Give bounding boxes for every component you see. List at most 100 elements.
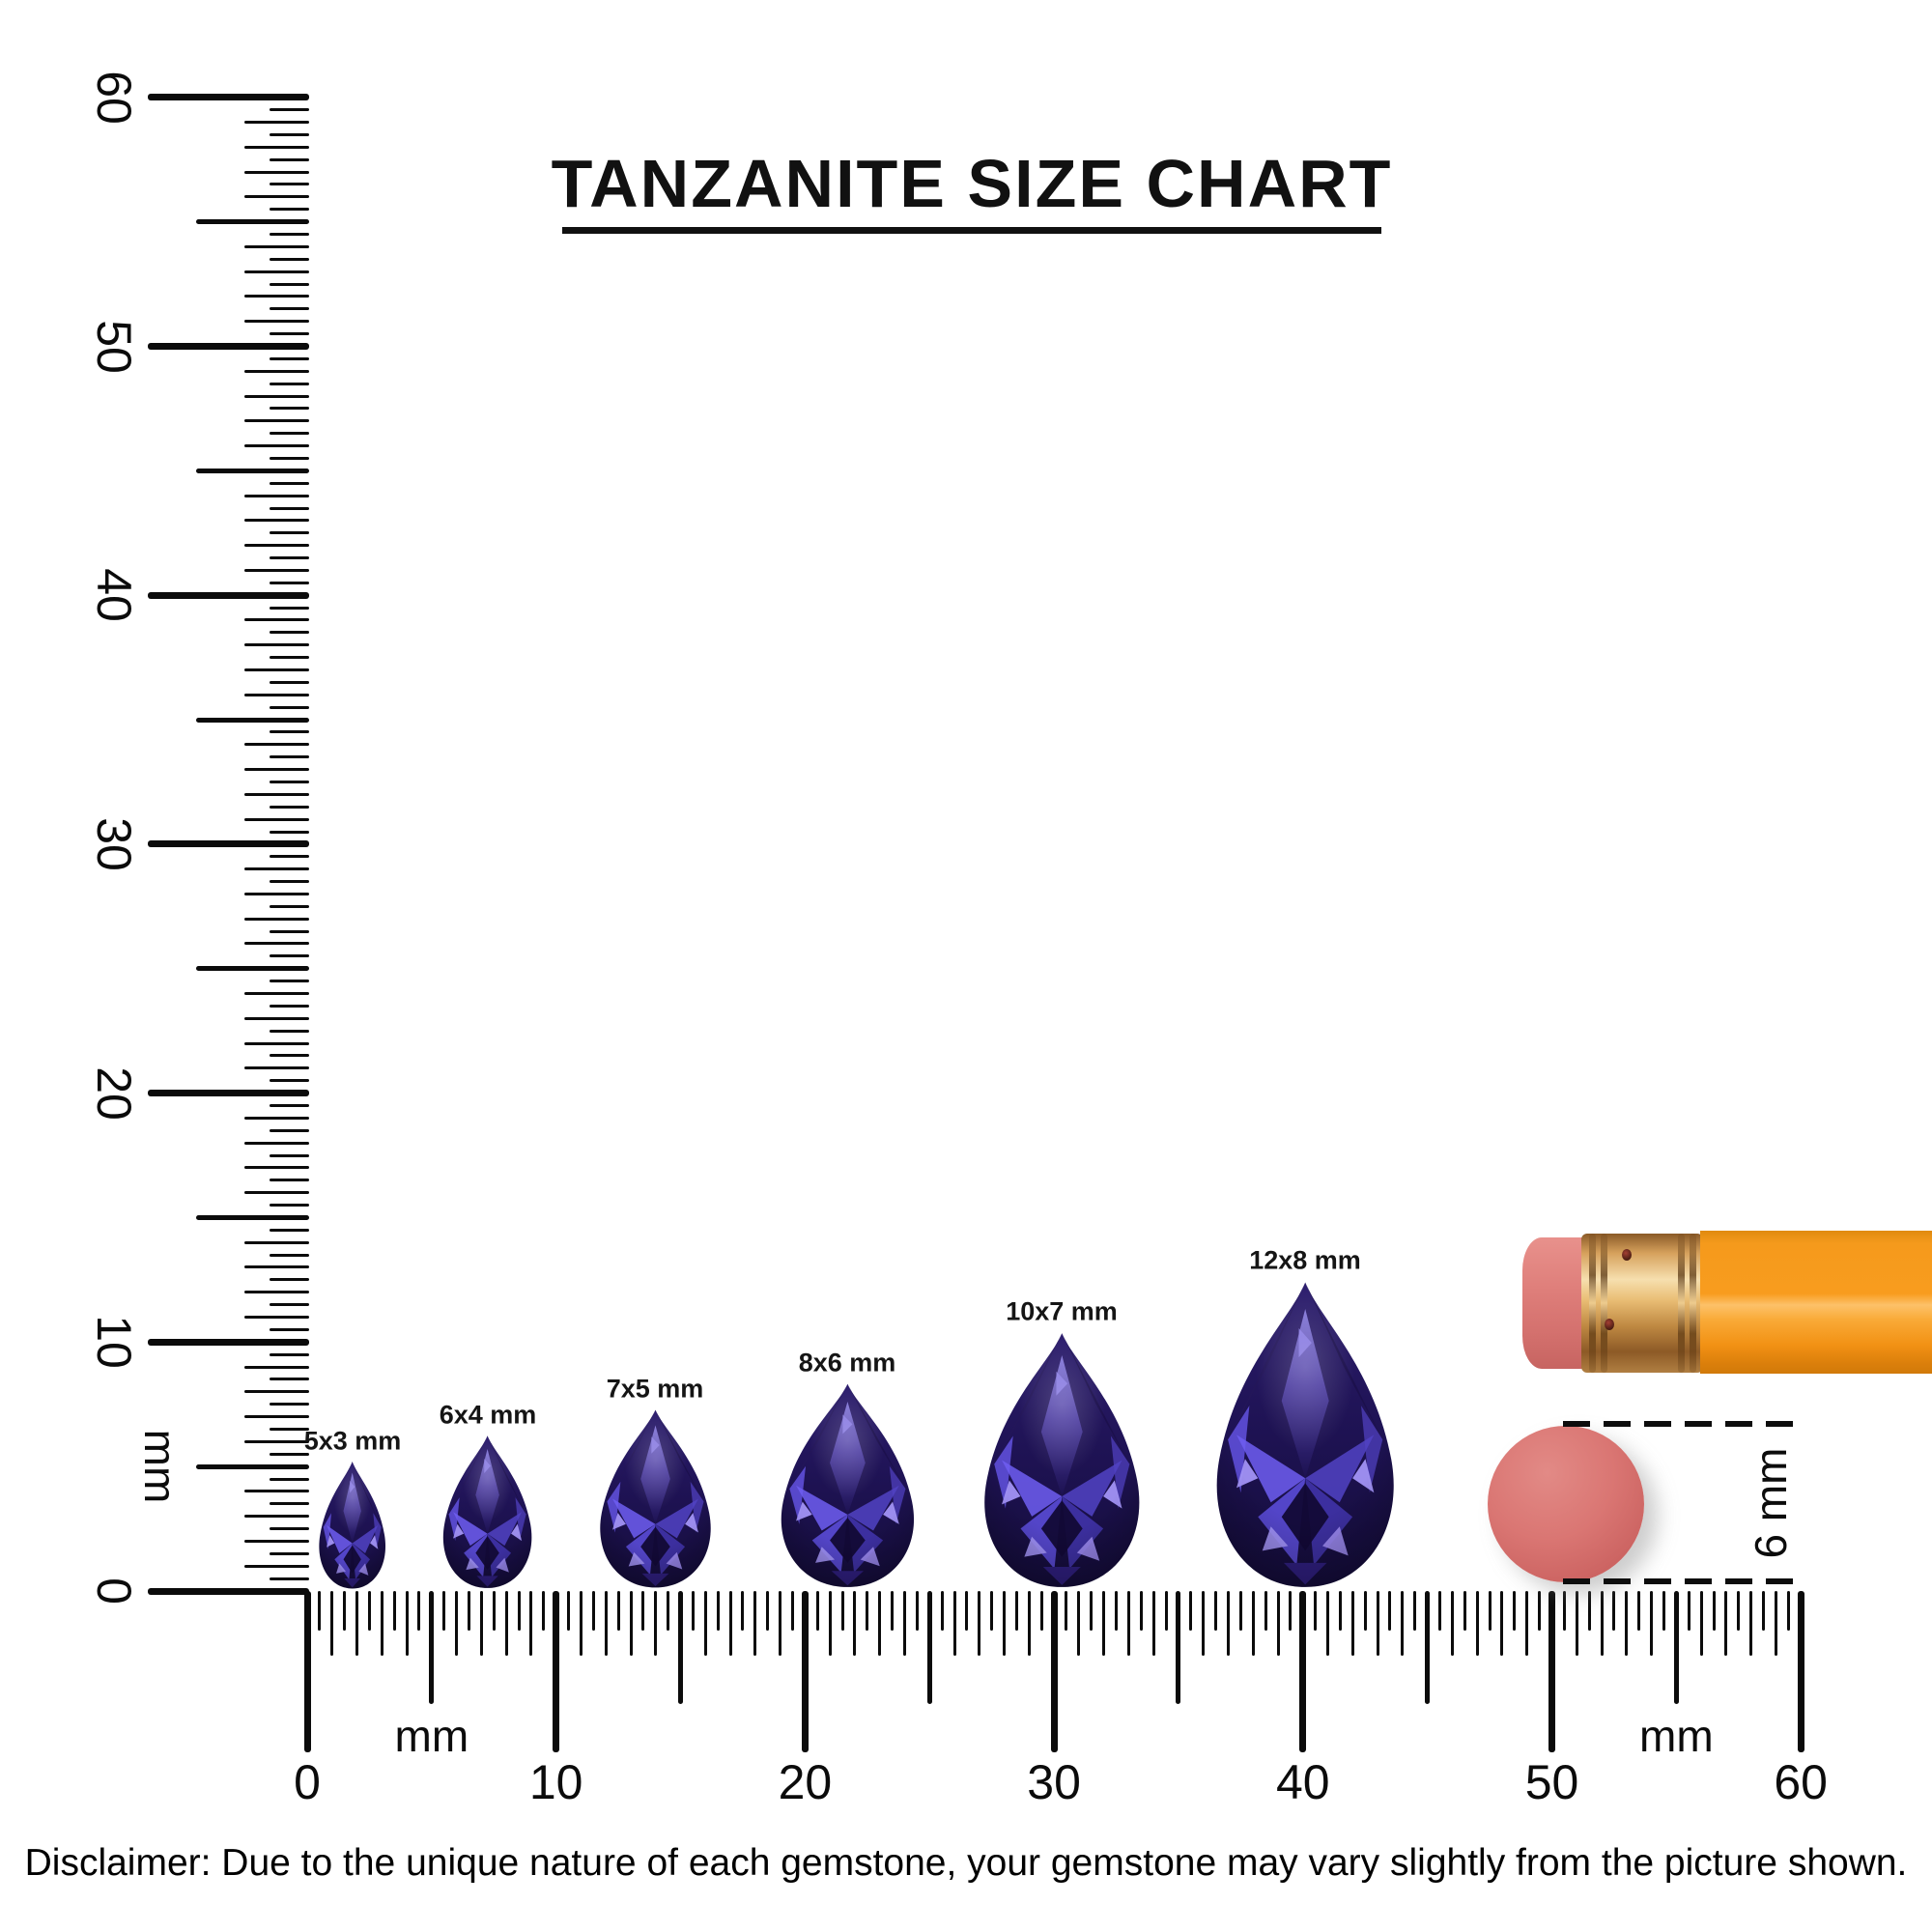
- h-ruler-tick: [1376, 1591, 1379, 1656]
- v-ruler-tick: [270, 432, 309, 436]
- v-ruler-number: 10: [87, 1315, 141, 1370]
- h-ruler-tick: [1264, 1591, 1267, 1631]
- h-ruler-tick: [1786, 1591, 1790, 1631]
- h-ruler-tick: [1413, 1591, 1417, 1631]
- v-ruler-tick: [270, 1128, 309, 1132]
- v-ruler-tick: [196, 717, 309, 723]
- v-ruler-tick: [270, 855, 309, 859]
- gem-size-label: 10x7 mm: [1006, 1296, 1118, 1326]
- h-ruler-tick: [318, 1591, 322, 1631]
- v-ruler-tick: [270, 233, 309, 237]
- h-ruler-tick: [990, 1591, 994, 1631]
- h-ruler-tick: [1724, 1591, 1728, 1656]
- h-ruler-tick: [1164, 1591, 1168, 1631]
- h-ruler-tick: [1115, 1591, 1119, 1631]
- v-ruler-tick: [148, 1338, 309, 1346]
- h-ruler-tick: [405, 1591, 409, 1656]
- v-ruler-tick: [244, 867, 309, 871]
- h-ruler-tick: [1425, 1591, 1431, 1704]
- eraser-diameter-label: 6 mm: [1746, 1447, 1796, 1559]
- h-ruler-tick: [926, 1591, 932, 1704]
- h-ruler-number: 30: [1027, 1755, 1081, 1809]
- tanzanite-gem-illustration: [781, 1384, 914, 1588]
- h-ruler-tick: [1525, 1591, 1529, 1656]
- v-ruler-tick: [270, 680, 309, 684]
- v-ruler-tick: [270, 1153, 309, 1157]
- gem-size-label: 7x5 mm: [606, 1374, 704, 1404]
- v-ruler-tick: [196, 468, 309, 473]
- v-ruler-tick: [244, 244, 309, 248]
- h-ruler-tick: [417, 1591, 421, 1631]
- v-ruler-tick: [270, 1327, 309, 1331]
- v-ruler-number: 40: [87, 568, 141, 622]
- v-ruler-tick: [270, 880, 309, 884]
- h-ruler-tick: [703, 1591, 707, 1656]
- h-ruler-tick: [567, 1591, 571, 1631]
- v-ruler-tick: [270, 1403, 309, 1406]
- h-ruler-tick: [1050, 1591, 1058, 1752]
- ferrule-ridge: [1678, 1234, 1685, 1373]
- v-ruler-tick: [270, 1054, 309, 1058]
- v-ruler-number: 30: [87, 817, 141, 871]
- h-ruler-tick: [380, 1591, 384, 1656]
- h-ruler-tick: [1538, 1591, 1542, 1631]
- h-ruler-tick: [654, 1591, 658, 1656]
- h-ruler-tick: [1687, 1591, 1690, 1631]
- v-ruler-tick: [270, 581, 309, 584]
- h-ruler-tick: [1600, 1591, 1604, 1656]
- h-ruler-tick: [442, 1591, 446, 1631]
- v-ruler-tick: [270, 929, 309, 933]
- h-ruler-tick: [840, 1591, 844, 1631]
- h-ruler-tick: [1289, 1591, 1293, 1631]
- h-ruler-tick: [1176, 1591, 1181, 1704]
- v-ruler-tick: [148, 840, 309, 848]
- h-ruler-tick: [978, 1591, 981, 1656]
- ferrule-ridge: [1690, 1234, 1696, 1373]
- v-ruler-tick: [270, 1179, 309, 1182]
- pencil-ferrule: [1581, 1234, 1703, 1373]
- v-ruler-tick: [244, 1415, 309, 1419]
- h-ruler-tick: [1699, 1591, 1703, 1656]
- h-ruler-tick: [1401, 1591, 1405, 1656]
- h-ruler-tick: [779, 1591, 782, 1656]
- v-ruler-tick: [244, 419, 309, 423]
- v-ruler-tick: [270, 257, 309, 261]
- ferrule-ridge: [1601, 1234, 1607, 1373]
- gem-size-label: 5x3 mm: [303, 1426, 402, 1455]
- h-ruler-tick: [629, 1591, 633, 1656]
- h-ruler-tick: [1450, 1591, 1454, 1656]
- v-ruler-tick: [244, 170, 309, 174]
- v-ruler-number: 50: [87, 319, 141, 374]
- v-ruler-tick: [244, 295, 309, 298]
- h-ruler-number: 60: [1774, 1755, 1828, 1809]
- v-ruler-tick: [270, 481, 309, 485]
- v-ruler-tick: [244, 643, 309, 647]
- v-ruler-tick: [196, 1214, 309, 1220]
- tanzanite-gem-illustration: [599, 1409, 711, 1588]
- h-ruler-tick: [1226, 1591, 1230, 1656]
- v-ruler-tick: [244, 792, 309, 796]
- v-ruler-tick: [270, 1378, 309, 1381]
- v-ruler-tick: [270, 830, 309, 834]
- h-ruler-number: 50: [1524, 1755, 1579, 1809]
- v-ruler-tick: [244, 369, 309, 373]
- h-ruler-tick: [853, 1591, 857, 1656]
- h-ruler-tick: [1126, 1591, 1130, 1656]
- v-ruler-tick: [270, 1527, 309, 1531]
- v-ruler-tick: [244, 195, 309, 199]
- v-ruler-tick: [270, 282, 309, 286]
- h-ruler-tick: [866, 1591, 869, 1631]
- h-ruler-tick: [667, 1591, 670, 1631]
- h-ruler-tick: [1662, 1591, 1665, 1631]
- v-ruler-tick: [270, 183, 309, 186]
- h-ruler-tick: [1388, 1591, 1392, 1631]
- v-ruler-tick: [244, 1191, 309, 1195]
- v-ruler-tick: [270, 132, 309, 136]
- h-ruler-tick: [678, 1591, 684, 1704]
- h-ruler-unit-label: mm: [1639, 1711, 1714, 1761]
- h-ruler-tick: [902, 1591, 906, 1656]
- v-ruler-tick: [244, 668, 309, 671]
- v-ruler-tick: [244, 1515, 309, 1519]
- v-ruler-tick: [244, 1439, 309, 1443]
